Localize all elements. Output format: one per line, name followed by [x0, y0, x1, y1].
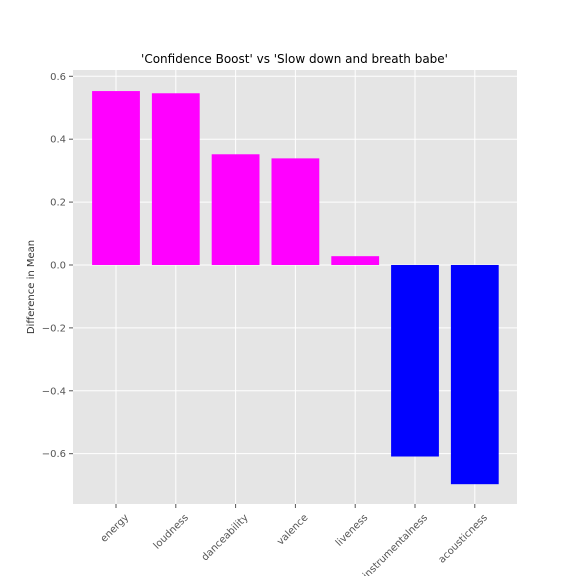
- bar-valence: [271, 158, 320, 265]
- x-tick-label-loudness: loudness: [152, 512, 191, 551]
- x-tick-label-instrumentalness: instrumentalness: [361, 512, 430, 576]
- y-tick-label: −0.4: [42, 386, 66, 397]
- bar-loudness: [151, 93, 200, 265]
- bar-instrumentalness: [391, 264, 439, 457]
- y-tick-label: −0.2: [42, 323, 66, 334]
- x-tick-label-valence: valence: [275, 512, 310, 547]
- bar-liveness: [331, 256, 380, 265]
- y-axis-label: Difference in Mean: [26, 240, 37, 334]
- x-axis-ticks: energy loudness danceability valence livenes…: [99, 504, 490, 576]
- y-tick-label: 0.2: [50, 198, 66, 209]
- y-tick-label: 0.6: [50, 72, 66, 83]
- y-tick-label: 0.4: [50, 135, 66, 146]
- bars: [92, 91, 499, 485]
- bar-danceability: [211, 154, 260, 265]
- bar-energy: [92, 91, 140, 265]
- y-axis-ticks: 0.6 0.4 0.2 0.0 −0.2 −0.4 −0.6: [42, 72, 73, 460]
- x-tick-label-danceability: danceability: [200, 512, 251, 563]
- y-tick-label: −0.6: [42, 449, 66, 460]
- x-tick-label-liveness: liveness: [334, 512, 370, 548]
- x-tick-label-acousticness: acousticness: [437, 512, 490, 565]
- chart-title: 'Confidence Boost' vs 'Slow down and bre…: [141, 52, 448, 66]
- y-tick-label: 0.0: [50, 260, 66, 271]
- bar-acousticness: [450, 264, 499, 485]
- x-tick-label-energy: energy: [99, 512, 131, 544]
